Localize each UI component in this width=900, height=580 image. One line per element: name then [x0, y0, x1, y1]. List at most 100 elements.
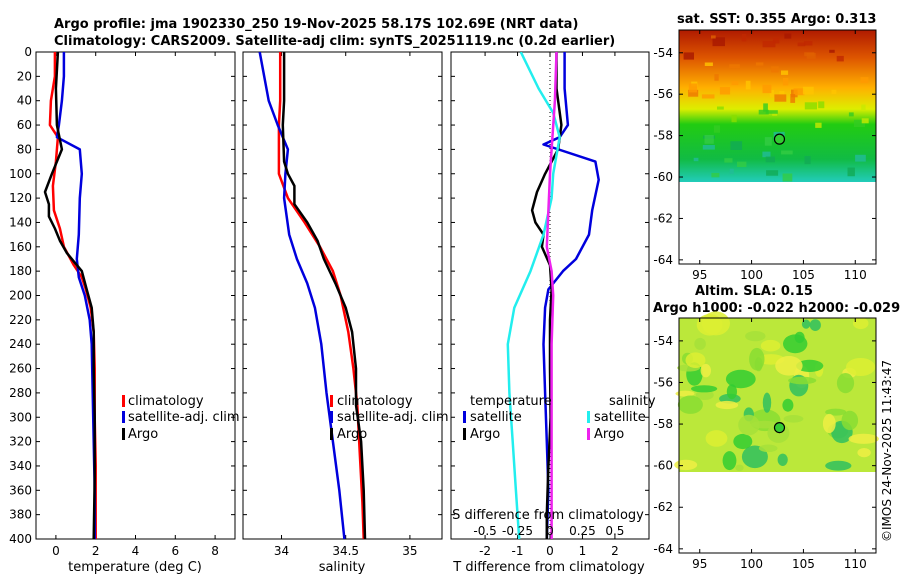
sla-anomaly-patch	[758, 444, 778, 453]
sst-pixel-patch	[803, 41, 813, 46]
depth-tick-label: 60	[17, 118, 32, 132]
x-tick-label: 35	[402, 544, 417, 558]
x-tick-label: 34	[274, 544, 289, 558]
salinity-panel: 34 34.5 35 salinity climatology satellite-…	[242, 51, 449, 575]
x-tick-label: 8	[211, 544, 219, 558]
sst-pixel-patch	[683, 52, 694, 60]
sla-anomaly-patch	[857, 448, 871, 458]
sst-pixel-patch	[774, 94, 787, 102]
legend-swatch-t-satellite	[463, 411, 466, 423]
sla-map-panel: Altim. SLA: 0.15 Argo h1000: -0.022 h200…	[653, 284, 900, 571]
salinity-axes	[242, 51, 443, 540]
sst-pixel-patch	[764, 137, 772, 146]
sst-pixel-patch	[860, 77, 869, 84]
sst-pixel-patch	[793, 88, 805, 96]
depth-tick-label: 140	[9, 215, 32, 229]
depth-tick-label: 40	[17, 94, 32, 108]
sst-map-panel: sat. SST: 0.355 Argo: 0.313 -54 -56 -58 -60…	[653, 12, 877, 282]
sla-anomaly-patch	[836, 373, 855, 394]
temperature-legend: climatology satellite-adj. clim Argo	[122, 394, 240, 442]
t-difference-xlabel: T difference from climatology	[452, 560, 645, 575]
depth-tick-label: 340	[9, 459, 32, 473]
latitude-tick-label: -54	[653, 46, 673, 60]
series-line-salinity-argo	[545, 52, 558, 539]
sla-anomaly-patch	[725, 369, 756, 389]
sla-anomaly-patch	[841, 410, 859, 431]
sst-pixel-patch	[784, 33, 792, 39]
temperature-plot-lines	[43, 52, 97, 539]
sst-pixel-patch	[829, 49, 835, 53]
difference-depth-ticks	[451, 51, 649, 540]
sst-pixel-patch	[797, 42, 806, 47]
sst-pixel-patch	[711, 35, 716, 39]
sla-anomaly-patch	[741, 445, 768, 469]
difference-axes	[450, 51, 650, 540]
depth-tick-label: 80	[17, 142, 32, 156]
sla-anomaly-patch	[796, 359, 824, 372]
latitude-tick-label: -62	[653, 500, 673, 514]
sst-pixel-patch	[804, 156, 811, 165]
sst-pixel-patch	[802, 86, 814, 95]
depth-tick-label: 100	[9, 167, 32, 181]
sst-pixel-patch	[782, 173, 793, 182]
sst-pixel-patch	[704, 135, 714, 144]
sst-pixel-patch	[847, 167, 855, 177]
longitude-tick-label: 105	[792, 268, 815, 282]
legend-label-t-argo: Argo	[470, 427, 500, 442]
latitude-tick-label: -62	[653, 211, 673, 225]
sst-pixel-patch	[755, 62, 764, 66]
sla-anomaly-patch	[705, 430, 728, 447]
latitude-tick-label: -56	[653, 375, 673, 389]
depth-tick-label: 0	[24, 45, 32, 59]
sst-pixel-patch	[772, 37, 780, 44]
sst-pixel-patch	[815, 122, 822, 128]
s-tick-label: 0	[546, 524, 554, 538]
temperature-axes	[35, 51, 236, 540]
sst-pixel-patch	[861, 104, 866, 110]
salinity-xlabel: salinity	[319, 560, 366, 575]
legend-label-climatology: climatology	[128, 394, 204, 409]
sst-pixel-patch	[737, 161, 747, 167]
sst-pixel-patch	[831, 89, 837, 95]
difference-legend: temperature satellite Argo salinity sate…	[463, 394, 656, 442]
longitude-tick-label: 110	[844, 557, 867, 571]
longitude-tick-label: 100	[740, 268, 763, 282]
sla-anomaly-patch	[783, 415, 804, 423]
x-tick-label: 2	[92, 544, 100, 558]
difference-panel: -2 -1 0 1 2 S difference from climatology -0…	[450, 51, 656, 575]
sla-anomaly-patch	[825, 408, 847, 416]
latitude-tick-label: -56	[653, 87, 673, 101]
legend-label-s-satellite: satellite	[594, 410, 646, 425]
sst-pixel-patch	[762, 40, 776, 48]
sst-pixel-patch	[855, 154, 866, 162]
sla-anomaly-patch	[783, 334, 808, 354]
sst-pixel-patch	[861, 118, 869, 124]
sla-anomaly-patch	[696, 314, 723, 336]
x-tick-label: 1	[579, 544, 587, 558]
sla-anomaly-patch	[733, 433, 753, 450]
legend-swatch-satellite	[330, 411, 333, 423]
sst-pixel-patch	[836, 55, 844, 62]
sst-pixel-patch	[731, 81, 739, 86]
sla-anomaly-patch	[675, 390, 695, 397]
sla-anomaly-patch	[782, 398, 794, 412]
difference-plot-lines	[506, 52, 600, 539]
sla-anomaly-patch	[762, 392, 772, 413]
legend-swatch-argo	[330, 428, 333, 440]
depth-axis: 0 20 40 60 80 100 120 140 160 180 200 220 240 260 280 3…	[9, 45, 235, 546]
depth-tick-label: 200	[9, 289, 32, 303]
sst-pixel-patch	[818, 101, 825, 109]
x-tick-label: 4	[132, 544, 140, 558]
sst-pixel-patch	[701, 94, 715, 99]
sla-anomaly-patch	[848, 433, 879, 444]
x-tick-label: 6	[171, 544, 179, 558]
series-line-argo	[281, 52, 367, 539]
depth-tick-label: 280	[9, 386, 32, 400]
sla-anomaly-patch	[822, 413, 836, 434]
sla-anomaly-patch	[788, 376, 817, 385]
salinity-depth-ticks	[243, 51, 442, 540]
depth-tick-label: 300	[9, 410, 32, 424]
x-tick-label: 0	[52, 544, 60, 558]
sla-anomaly-patch	[735, 464, 744, 471]
